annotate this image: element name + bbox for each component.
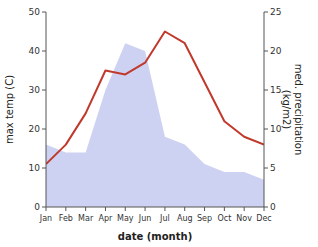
x-tick bbox=[145, 207, 146, 211]
x-axis-label: date (month) bbox=[118, 231, 192, 242]
y2-axis-label: med. precipitation(kg/m2) bbox=[281, 64, 304, 156]
x-tick-label: Dec bbox=[256, 214, 271, 223]
x-axis-line bbox=[46, 207, 264, 208]
y-tick-label: 40 bbox=[29, 46, 41, 56]
y2-tick-label: 5 bbox=[270, 163, 276, 173]
x-tick-label: Jul bbox=[159, 214, 170, 223]
y2-tick bbox=[264, 129, 268, 130]
y-tick-label: 50 bbox=[29, 7, 41, 17]
y2-tick-label: 0 bbox=[270, 202, 276, 212]
x-tick-label: Nov bbox=[236, 214, 252, 223]
temp-line bbox=[46, 32, 264, 165]
y-tick bbox=[42, 168, 46, 169]
x-tick-label: Feb bbox=[59, 214, 73, 223]
y-axis-line bbox=[46, 12, 47, 207]
x-tick-label: Sep bbox=[197, 214, 212, 223]
y-tick bbox=[42, 207, 46, 208]
y-tick-label: 30 bbox=[29, 85, 41, 95]
x-tick-label: Oct bbox=[217, 214, 231, 223]
y-tick bbox=[42, 12, 46, 13]
plot-area bbox=[46, 32, 264, 208]
y2-tick bbox=[264, 12, 268, 13]
x-tick-label: Aug bbox=[177, 214, 193, 223]
chart: 0 10 20 30 40 50 0 5 10 15 20 25 Jan Feb Mar AprMay Jun J… bbox=[0, 0, 318, 247]
y-tick bbox=[42, 51, 46, 52]
x-tick bbox=[85, 207, 86, 211]
y2-tick bbox=[264, 51, 268, 52]
x-tick bbox=[105, 207, 106, 211]
x-tick-label: Apr bbox=[99, 214, 114, 223]
y2-tick bbox=[264, 207, 268, 208]
y-tick-label: 20 bbox=[29, 124, 41, 134]
y-tick-label: 10 bbox=[29, 163, 41, 173]
y-tick bbox=[42, 90, 46, 91]
x-tick-label: May bbox=[117, 214, 134, 223]
y2-tick bbox=[264, 168, 268, 169]
y-axis-label: max temp (C) bbox=[4, 75, 15, 144]
x-tick bbox=[264, 207, 265, 211]
x-tick-label: Jun bbox=[138, 214, 152, 223]
y2-axis-line bbox=[264, 12, 265, 207]
x-tick-label: Jan bbox=[39, 214, 52, 223]
y2-tick-label: 20 bbox=[270, 46, 282, 56]
y2-axis-label-line: (kg/m2) bbox=[281, 90, 292, 130]
x-tick bbox=[46, 207, 47, 211]
x-tick bbox=[125, 207, 126, 211]
x-tick-label: Mar bbox=[78, 214, 94, 223]
y2-tick bbox=[264, 90, 268, 91]
y2-axis-label-line: med. precipitation bbox=[293, 64, 304, 156]
y-tick bbox=[42, 129, 46, 130]
x-tick bbox=[244, 207, 245, 211]
x-tick bbox=[184, 207, 185, 211]
x-tick bbox=[224, 207, 225, 211]
y-tick-label: 0 bbox=[34, 202, 40, 212]
y2-tick-label: 15 bbox=[270, 85, 281, 95]
x-tick bbox=[164, 207, 165, 211]
y2-tick-label: 10 bbox=[270, 124, 282, 134]
x-tick bbox=[204, 207, 205, 211]
y2-tick-label: 25 bbox=[270, 7, 281, 17]
x-tick bbox=[65, 207, 66, 211]
